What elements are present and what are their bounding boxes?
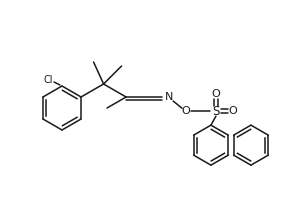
Text: S: S bbox=[212, 105, 220, 118]
Text: N: N bbox=[165, 92, 173, 102]
Text: Cl: Cl bbox=[43, 75, 53, 85]
Text: O: O bbox=[228, 106, 237, 116]
Text: O: O bbox=[212, 89, 220, 99]
Text: O: O bbox=[182, 106, 190, 116]
